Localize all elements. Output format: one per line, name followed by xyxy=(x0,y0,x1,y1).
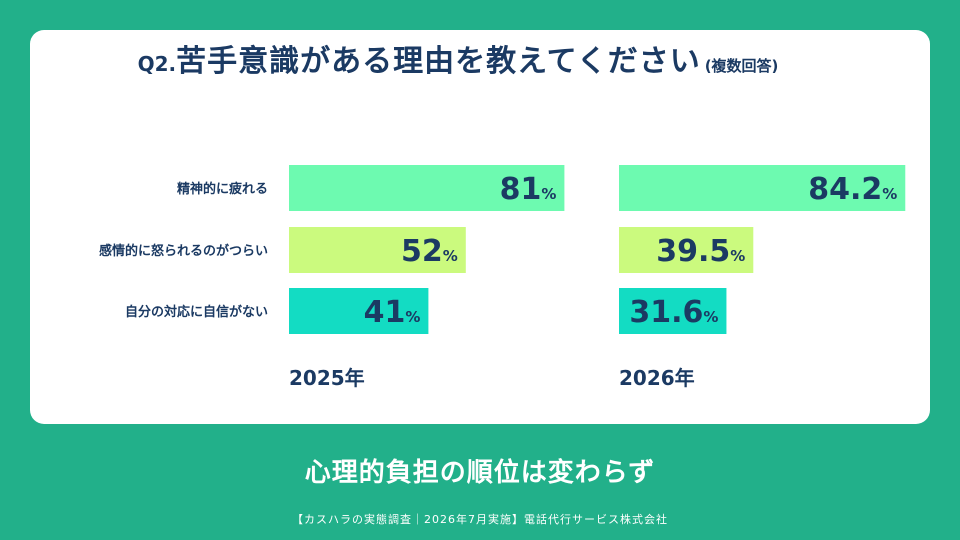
summary-caption: 心理的負担の順位は変わらず xyxy=(304,458,656,488)
data-label: 52% xyxy=(401,234,458,269)
data-label: 81% xyxy=(500,172,557,207)
data-label: 39.5% xyxy=(656,234,745,269)
category-label: 自分の対応に自信がない xyxy=(125,304,268,320)
data-label: 41% xyxy=(364,295,421,330)
question-note: (複数回答) xyxy=(704,57,779,75)
data-label: 84.2% xyxy=(808,172,897,207)
bar xyxy=(289,165,565,211)
question-number: Q2. xyxy=(137,52,177,76)
category-label: 感情的に怒られるのがつらい xyxy=(99,243,268,259)
page-title: Q2.苦手意識がある理由を教えてください (複数回答) xyxy=(48,36,868,80)
bar xyxy=(619,288,727,334)
bar xyxy=(619,165,906,211)
year-label: 2025年 xyxy=(289,366,365,390)
bar xyxy=(619,227,754,273)
bar xyxy=(289,227,466,273)
bar xyxy=(289,288,429,334)
question-text: 苦手意識がある理由を教えてください xyxy=(176,44,701,79)
year-label: 2026年 xyxy=(619,366,695,390)
chart-card xyxy=(30,30,930,424)
category-label: 精神的に疲れる xyxy=(177,181,268,197)
survey-source-footer: 【カスハラの実態調査｜2026年7月実施】電話代行サービス株式会社 xyxy=(292,513,668,526)
data-label: 31.6% xyxy=(629,295,718,330)
